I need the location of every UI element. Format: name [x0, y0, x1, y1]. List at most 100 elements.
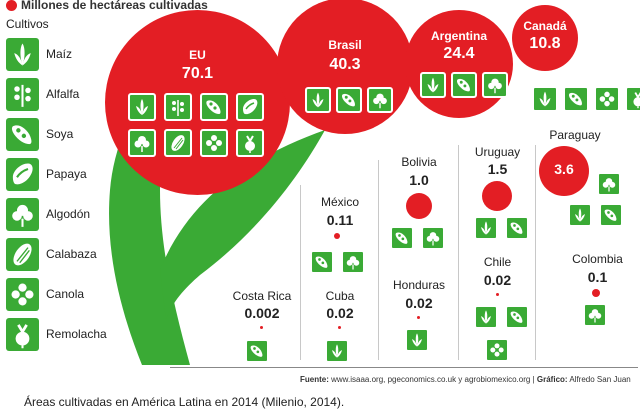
- soy-icon: [11, 125, 32, 145]
- canada-crop-tile: [563, 86, 589, 112]
- crop-legend-item: Maíz: [6, 38, 126, 72]
- bolivia-crop-tile: [421, 226, 445, 250]
- dot-chile: [496, 293, 499, 296]
- corn-icon: [14, 43, 31, 66]
- country-name-cuba: Cuba: [325, 289, 355, 303]
- cotton-icon: [12, 204, 33, 227]
- legend-unit-label: Millones de hectáreas cultivadas: [21, 0, 208, 12]
- soy-icon: [510, 311, 523, 323]
- footer-rule: [170, 367, 638, 368]
- eu-crop-tile: [128, 129, 156, 157]
- soy-icon: [250, 345, 263, 357]
- country-value-cuba: 0.02: [326, 305, 354, 321]
- canola-icon: [11, 283, 34, 306]
- eu-crop-tile: [200, 129, 228, 157]
- corn-icon: [481, 221, 491, 235]
- crop-legend-label: Alfalfa: [46, 87, 80, 101]
- country-value-colombia: 0.1: [587, 269, 608, 285]
- crops-title: Cultivos: [6, 17, 49, 31]
- eu-crop-tile: [200, 93, 228, 121]
- canola-icon: [206, 135, 222, 151]
- corn-icon: [427, 77, 439, 93]
- country-name-honduras: Honduras: [392, 278, 446, 292]
- country-value-uruguay: 1.5: [487, 161, 508, 177]
- dot-cuba: [338, 326, 341, 329]
- crop-legend-tile: [6, 238, 39, 271]
- costa-rica-crop-tile: [245, 339, 269, 363]
- crop-legend-label: Calabaza: [46, 247, 97, 261]
- crop-legend-tile: [6, 198, 39, 231]
- crop-legend-tile: [6, 158, 39, 191]
- alfalfa-icon: [14, 84, 31, 107]
- dot-mexico: [334, 233, 340, 239]
- uruguay-crop-tile: [474, 216, 498, 240]
- corn-icon: [481, 310, 491, 324]
- dot-honduras: [417, 316, 420, 319]
- crop-legend-label: Remolacha: [46, 327, 107, 341]
- country-name-canada: Canadá: [523, 19, 567, 33]
- alfalfa-icon: [172, 100, 184, 116]
- brasil-crop-tile: [305, 87, 331, 113]
- country-value-bolivia: 1.0: [409, 172, 429, 188]
- country-name-chile: Chile: [483, 255, 512, 269]
- canada-crop-tile: [532, 86, 558, 112]
- uruguay-crop-tile: [505, 216, 529, 240]
- dot-uruguay: [482, 181, 512, 211]
- corn-icon: [332, 344, 342, 358]
- corn-icon: [312, 92, 324, 108]
- canola-icon: [599, 91, 615, 107]
- chile-crop-tile: [485, 338, 509, 362]
- cotton-icon: [346, 256, 360, 270]
- source-text: www.isaaa.org, pgeconomics.co.uk y agrob…: [331, 375, 531, 384]
- crop-legend-label: Papaya: [46, 167, 87, 181]
- corn-icon: [136, 99, 148, 115]
- crop-legend-item: Calabaza: [6, 238, 126, 272]
- circle-brasil: Brasil 40.3: [277, 0, 413, 134]
- eu-crop-tile: [164, 93, 192, 121]
- legend-red-dot: [6, 0, 17, 11]
- crop-legend-item: Soya: [6, 118, 126, 152]
- crop-legend-item: Alfalfa: [6, 78, 126, 112]
- squash-icon: [171, 135, 185, 151]
- country-value-chile: 0.02: [483, 272, 512, 288]
- argentina-crop-tile: [420, 72, 446, 98]
- country-value-costa-rica: 0.002: [244, 305, 280, 321]
- canada-crop-tile: [594, 86, 620, 112]
- dot-costa-rica: [260, 326, 263, 329]
- country-value-canada: 10.8: [529, 35, 561, 52]
- crop-legend-item: Remolacha: [6, 318, 126, 352]
- crop-legend-tile: [6, 118, 39, 151]
- country-value-honduras: 0.02: [405, 295, 433, 311]
- soy-icon: [395, 232, 408, 244]
- crop-legend-label: Algodón: [46, 207, 91, 221]
- eu-crop-tile: [236, 93, 264, 121]
- country-value-argentina: 24.4: [443, 45, 475, 62]
- source-line: Fuente: www.isaaa.org, pgeconomics.co.uk…: [300, 375, 631, 384]
- soy-icon: [604, 209, 617, 221]
- country-name-colombia: Colombia: [572, 252, 623, 266]
- soy-icon: [315, 256, 328, 268]
- cotton-icon: [588, 309, 602, 323]
- squash-icon: [13, 243, 32, 266]
- country-name-uruguay: Uruguay: [474, 145, 521, 159]
- circle-argentina: Argentina 24.4: [405, 10, 513, 118]
- graphic-text: Alfredo San Juan: [569, 375, 631, 384]
- crop-legend-item: Algodón: [6, 198, 126, 232]
- colombia-crop-tile: [583, 303, 607, 327]
- eu-crop-tile: [128, 93, 156, 121]
- soy-icon: [568, 92, 582, 106]
- country-value-paraguay: 3.6: [554, 161, 574, 177]
- bolivia-crop-tile: [390, 226, 414, 250]
- crop-legend-label: Canola: [46, 287, 85, 301]
- soy-icon: [341, 93, 355, 107]
- corn-icon: [412, 333, 422, 347]
- country-value-eu: 70.1: [181, 65, 214, 82]
- crop-legend-label: Maíz: [46, 47, 73, 61]
- country-name-paraguay: Paraguay: [549, 128, 601, 142]
- separator: [300, 185, 301, 360]
- paraguay-crop-tile: [597, 172, 621, 196]
- eu-crop-tile: [236, 129, 264, 157]
- soy-icon: [206, 100, 221, 114]
- soy-icon: [456, 78, 470, 92]
- country-name-costa-rica: Costa Rica: [232, 289, 292, 303]
